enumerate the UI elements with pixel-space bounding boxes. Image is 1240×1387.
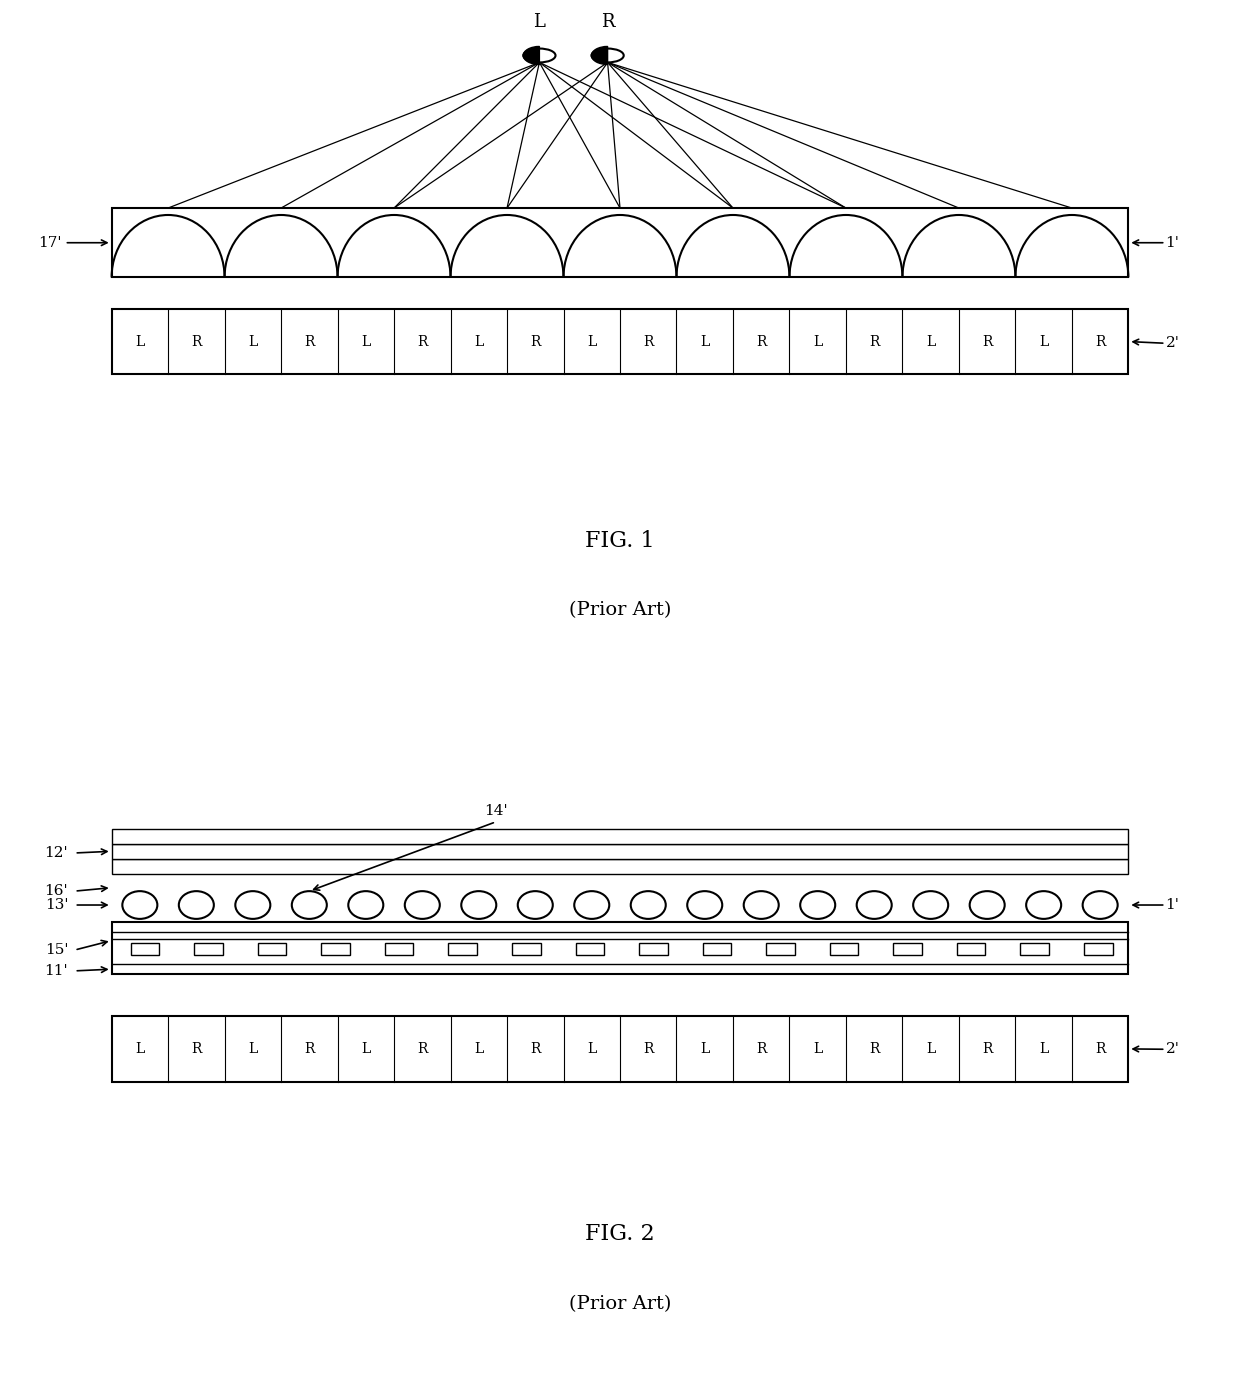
Text: 2': 2' xyxy=(1166,1042,1179,1057)
Text: R: R xyxy=(191,1042,202,1056)
Bar xyxy=(112,829,1128,843)
Ellipse shape xyxy=(523,49,556,62)
Text: L: L xyxy=(926,1042,935,1056)
Bar xyxy=(258,943,286,954)
Ellipse shape xyxy=(687,892,722,920)
Text: R: R xyxy=(417,1042,428,1056)
Ellipse shape xyxy=(913,892,949,920)
Text: L: L xyxy=(474,334,484,348)
Bar xyxy=(957,943,986,954)
Text: R: R xyxy=(869,1042,879,1056)
Ellipse shape xyxy=(631,892,666,920)
Text: R: R xyxy=(644,334,653,348)
Text: R: R xyxy=(304,334,315,348)
Bar xyxy=(1084,943,1112,954)
Ellipse shape xyxy=(404,892,440,920)
Text: L: L xyxy=(813,1042,822,1056)
Bar xyxy=(384,943,413,954)
Ellipse shape xyxy=(800,892,836,920)
Ellipse shape xyxy=(518,892,553,920)
Bar xyxy=(112,843,1128,859)
Text: L: L xyxy=(135,334,145,348)
Text: L: L xyxy=(248,334,258,348)
Ellipse shape xyxy=(744,892,779,920)
Text: 17': 17' xyxy=(38,236,62,250)
Bar xyxy=(512,943,541,954)
Ellipse shape xyxy=(461,892,496,920)
Text: L: L xyxy=(701,1042,709,1056)
Text: 2': 2' xyxy=(1166,336,1179,351)
Text: 13': 13' xyxy=(45,897,68,913)
Text: R: R xyxy=(756,1042,766,1056)
Bar xyxy=(112,1015,1128,1082)
Bar xyxy=(112,208,1128,277)
Text: 15': 15' xyxy=(45,943,68,957)
Bar xyxy=(112,859,1128,874)
Text: 11': 11' xyxy=(45,964,68,978)
Wedge shape xyxy=(591,47,608,65)
Text: R: R xyxy=(529,1042,541,1056)
Text: R: R xyxy=(304,1042,315,1056)
Bar xyxy=(112,309,1128,374)
Text: L: L xyxy=(533,14,546,32)
Text: R: R xyxy=(982,1042,992,1056)
Bar xyxy=(703,943,732,954)
Ellipse shape xyxy=(970,892,1004,920)
Text: L: L xyxy=(587,334,596,348)
Bar xyxy=(575,943,604,954)
Text: L: L xyxy=(1039,334,1048,348)
Text: 1': 1' xyxy=(1166,897,1179,913)
Text: R: R xyxy=(601,14,614,32)
Text: (Prior Art): (Prior Art) xyxy=(569,602,671,619)
Text: 16': 16' xyxy=(45,884,68,899)
Ellipse shape xyxy=(591,49,624,62)
Bar xyxy=(130,943,159,954)
Text: L: L xyxy=(813,334,822,348)
Bar xyxy=(321,943,350,954)
Bar xyxy=(449,943,477,954)
Text: L: L xyxy=(361,1042,371,1056)
Text: R: R xyxy=(529,334,541,348)
Text: R: R xyxy=(417,334,428,348)
Text: R: R xyxy=(982,334,992,348)
Text: 12': 12' xyxy=(45,846,68,860)
Text: R: R xyxy=(644,1042,653,1056)
Text: L: L xyxy=(474,1042,484,1056)
Bar xyxy=(112,922,1128,974)
Text: L: L xyxy=(135,1042,145,1056)
Ellipse shape xyxy=(348,892,383,920)
Bar xyxy=(766,943,795,954)
Bar xyxy=(830,943,858,954)
Text: 1': 1' xyxy=(1166,236,1179,250)
Text: FIG. 2: FIG. 2 xyxy=(585,1223,655,1246)
Ellipse shape xyxy=(291,892,327,920)
Text: FIG. 1: FIG. 1 xyxy=(585,530,655,552)
Bar xyxy=(893,943,921,954)
Text: 14': 14' xyxy=(484,804,508,818)
Ellipse shape xyxy=(857,892,892,920)
Text: R: R xyxy=(1095,1042,1105,1056)
Text: L: L xyxy=(926,334,935,348)
Ellipse shape xyxy=(236,892,270,920)
Text: R: R xyxy=(191,334,202,348)
Text: L: L xyxy=(248,1042,258,1056)
Text: L: L xyxy=(361,334,371,348)
Ellipse shape xyxy=(574,892,609,920)
Text: R: R xyxy=(1095,334,1105,348)
Text: L: L xyxy=(701,334,709,348)
Text: L: L xyxy=(1039,1042,1048,1056)
Bar xyxy=(195,943,223,954)
Text: R: R xyxy=(756,334,766,348)
Ellipse shape xyxy=(1027,892,1061,920)
Ellipse shape xyxy=(1083,892,1117,920)
Bar xyxy=(1021,943,1049,954)
Text: R: R xyxy=(869,334,879,348)
Ellipse shape xyxy=(179,892,213,920)
Text: (Prior Art): (Prior Art) xyxy=(569,1295,671,1312)
Wedge shape xyxy=(523,47,539,65)
Ellipse shape xyxy=(123,892,157,920)
Text: L: L xyxy=(587,1042,596,1056)
Bar xyxy=(639,943,667,954)
